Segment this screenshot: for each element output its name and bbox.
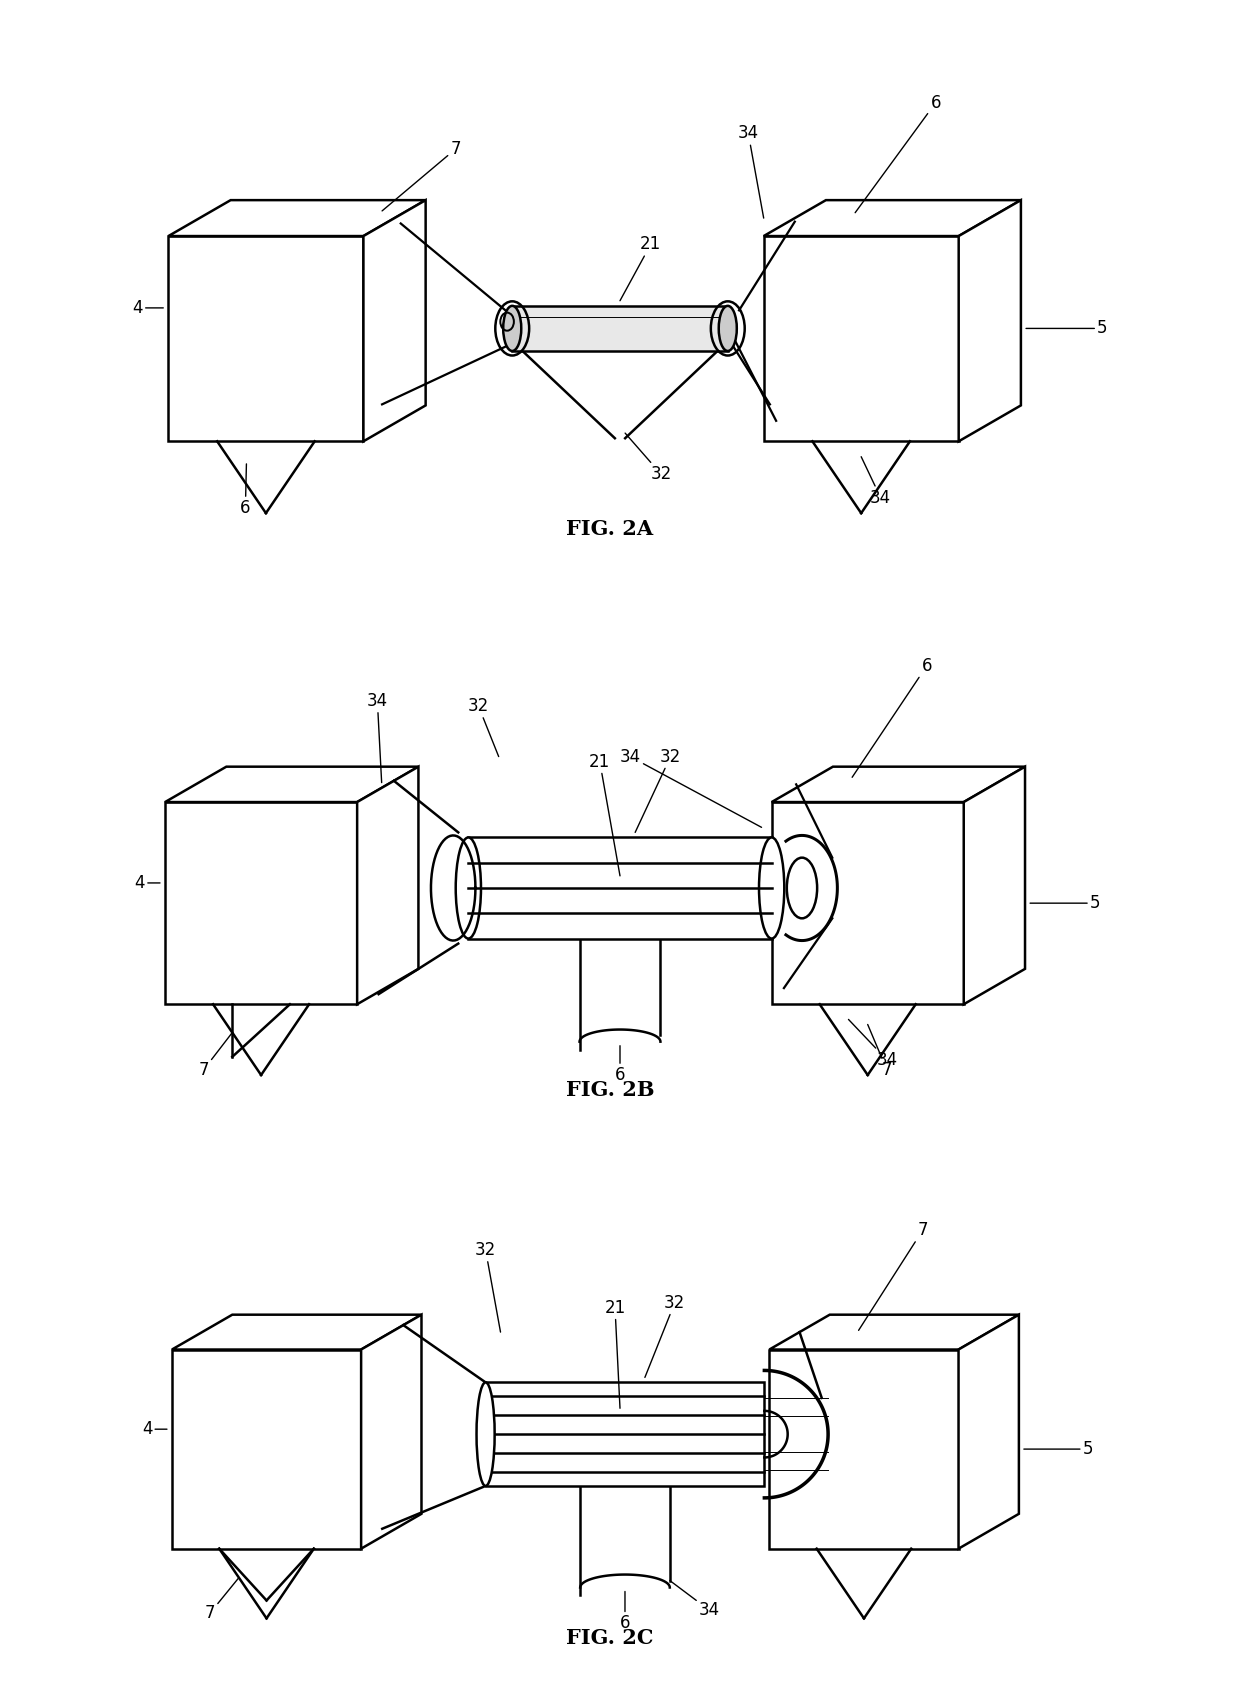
Polygon shape xyxy=(769,1314,1019,1350)
Text: 32: 32 xyxy=(635,748,681,832)
Polygon shape xyxy=(959,1314,1019,1549)
Text: 32: 32 xyxy=(625,433,672,484)
Text: 5: 5 xyxy=(1030,895,1100,912)
Polygon shape xyxy=(363,201,425,441)
Bar xyxy=(486,1382,764,1486)
Text: FIG. 2A: FIG. 2A xyxy=(567,519,653,539)
Text: FIG. 2B: FIG. 2B xyxy=(565,1080,655,1100)
Polygon shape xyxy=(361,1314,422,1549)
Text: 34: 34 xyxy=(738,125,764,217)
Polygon shape xyxy=(172,1314,422,1350)
Text: 32: 32 xyxy=(467,698,498,757)
Polygon shape xyxy=(165,802,357,1004)
Polygon shape xyxy=(764,201,1021,236)
Polygon shape xyxy=(771,802,963,1004)
Ellipse shape xyxy=(456,837,481,939)
Polygon shape xyxy=(172,1350,361,1549)
Polygon shape xyxy=(769,1350,959,1549)
Bar xyxy=(512,307,728,350)
Polygon shape xyxy=(169,201,425,236)
Text: 6: 6 xyxy=(241,463,250,517)
Text: 32: 32 xyxy=(475,1240,501,1333)
Text: 21: 21 xyxy=(604,1299,626,1409)
Polygon shape xyxy=(959,201,1021,441)
Bar xyxy=(469,837,771,939)
Text: 7: 7 xyxy=(858,1222,928,1331)
Text: 6: 6 xyxy=(615,1046,625,1083)
Text: 4: 4 xyxy=(141,1420,167,1439)
Text: 34: 34 xyxy=(367,693,388,782)
Ellipse shape xyxy=(759,837,784,939)
Text: 7: 7 xyxy=(868,1024,892,1078)
Text: 34: 34 xyxy=(620,748,761,827)
Text: 34: 34 xyxy=(670,1581,720,1619)
Text: 4: 4 xyxy=(133,298,164,317)
Polygon shape xyxy=(357,767,418,1004)
Text: 21: 21 xyxy=(589,753,620,876)
Text: 34: 34 xyxy=(862,457,892,507)
Text: 6: 6 xyxy=(856,94,941,212)
Text: 4: 4 xyxy=(134,875,160,891)
Text: 21: 21 xyxy=(620,236,661,300)
Text: 32: 32 xyxy=(645,1294,686,1377)
Polygon shape xyxy=(169,236,363,441)
Text: 5: 5 xyxy=(1024,1441,1094,1458)
Text: 34: 34 xyxy=(848,1019,898,1068)
Text: 6: 6 xyxy=(852,657,932,777)
Text: 7: 7 xyxy=(198,1033,232,1078)
Polygon shape xyxy=(771,767,1025,802)
Text: 7: 7 xyxy=(205,1579,238,1623)
Ellipse shape xyxy=(719,307,737,350)
Ellipse shape xyxy=(787,858,817,918)
Ellipse shape xyxy=(503,307,521,350)
Text: 6: 6 xyxy=(620,1591,630,1633)
Polygon shape xyxy=(165,767,418,802)
Ellipse shape xyxy=(476,1382,495,1486)
Text: FIG. 2C: FIG. 2C xyxy=(567,1628,653,1648)
Polygon shape xyxy=(764,236,959,441)
Polygon shape xyxy=(963,767,1025,1004)
Text: 5: 5 xyxy=(1025,320,1107,337)
Text: 7: 7 xyxy=(382,140,461,211)
